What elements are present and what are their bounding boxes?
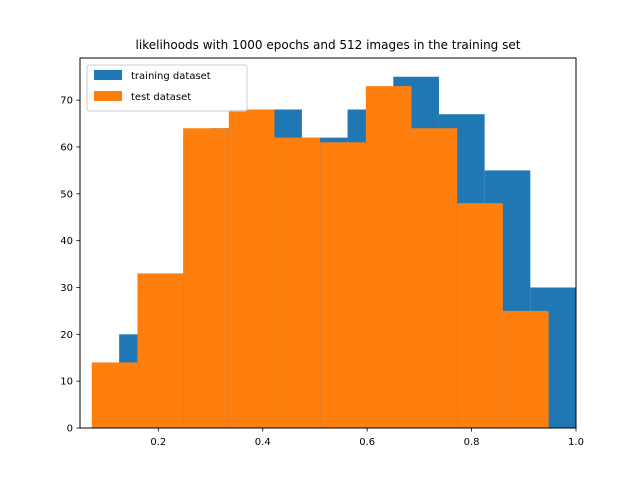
- histogram-bar-series-2-bin-4: [228, 109, 275, 429]
- histogram-bar-series-2-bin-9: [457, 203, 503, 428]
- x-tick-label: 0.2: [150, 437, 166, 448]
- y-tick-label: 70: [60, 96, 73, 107]
- plot-frame: [79, 57, 577, 429]
- x-tick-label: 0.6: [359, 437, 375, 448]
- histogram-bar-series-2-bin-1: [91, 362, 138, 428]
- histogram-bar-series-2-bin-2: [137, 273, 184, 428]
- y-tick-label: 10: [60, 377, 73, 388]
- legend-swatch: [94, 70, 122, 80]
- histogram-bar-series-2-bin-8: [411, 128, 458, 428]
- chart-title: likelihoods with 1000 epochs and 512 ima…: [136, 38, 521, 52]
- x-tick-label: 0.8: [464, 437, 480, 448]
- y-tick-label: 50: [60, 189, 73, 200]
- histogram-bar-series-2-bin-5: [274, 137, 321, 429]
- histogram-bar-series-2-bin-10: [502, 310, 549, 428]
- bars-group: [91, 76, 576, 429]
- y-tick-label: 40: [60, 236, 73, 247]
- legend: training dataset test dataset: [86, 64, 248, 112]
- legend-label: training dataset: [131, 71, 211, 82]
- y-tick-label: 0: [67, 424, 73, 435]
- y-axis: 0 10 20 30 40 50 60 70: [60, 96, 80, 435]
- x-axis: 0.2 0.4 0.6 0.8 1.0: [150, 428, 584, 448]
- y-tick-label: 20: [60, 330, 73, 341]
- y-tick-label: 60: [60, 142, 73, 153]
- legend-swatch: [94, 91, 122, 101]
- legend-box: [86, 64, 248, 112]
- histogram-bar-series-2-bin-6: [320, 142, 366, 428]
- x-tick-label: 0.4: [255, 437, 271, 448]
- histogram-bar-series-2-bin-3: [183, 128, 229, 428]
- y-tick-label: 30: [60, 283, 73, 294]
- histogram-bar-series-2-bin-7: [365, 86, 412, 429]
- x-tick-label: 1.0: [568, 437, 584, 448]
- legend-label: test dataset: [131, 92, 191, 103]
